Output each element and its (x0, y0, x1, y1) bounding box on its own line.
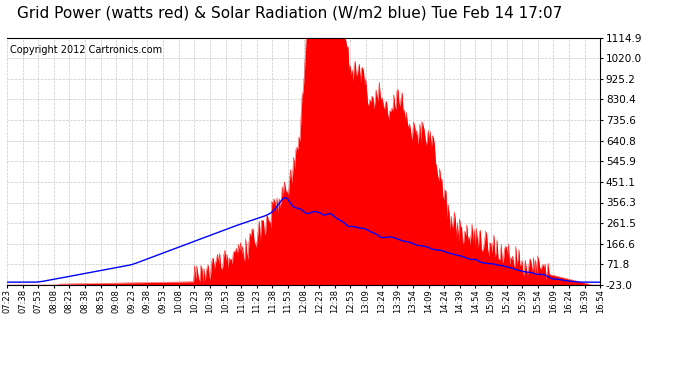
Text: Copyright 2012 Cartronics.com: Copyright 2012 Cartronics.com (10, 45, 162, 55)
Text: Grid Power (watts red) & Solar Radiation (W/m2 blue) Tue Feb 14 17:07: Grid Power (watts red) & Solar Radiation… (17, 6, 562, 21)
